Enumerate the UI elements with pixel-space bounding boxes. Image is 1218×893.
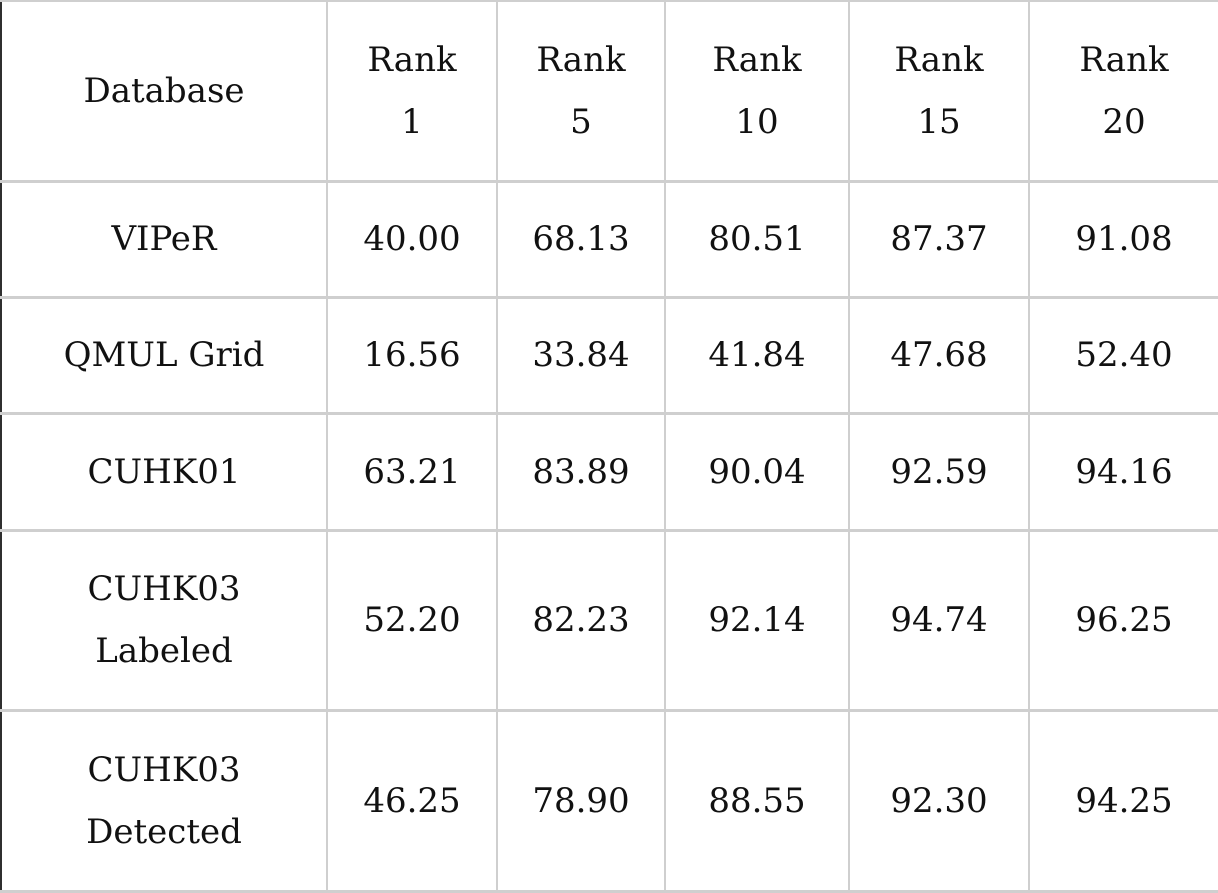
table-row-qmul-grid: QMUL Grid 16.56 33.84 41.84 47.68 52.40 — [0, 296, 1218, 415]
table-row-cuhk03-detected: CUHK03 Detected 46.25 78.90 88.55 92.30 9… — [0, 709, 1218, 893]
rank-20-value: 94.25 — [1028, 709, 1218, 893]
rank-20-value: 96.25 — [1028, 529, 1218, 712]
header-rank-word: Rank — [367, 39, 457, 80]
database-name-cell: VIPeR — [0, 180, 328, 299]
header-rank-15: Rank 15 — [848, 0, 1030, 183]
rank-10-value: 92.14 — [664, 529, 850, 712]
header-rank-number: 5 — [570, 101, 592, 142]
header-rank-word: Rank — [536, 39, 626, 80]
header-rank-number: 20 — [1102, 101, 1146, 142]
header-rank-number: 10 — [735, 101, 779, 142]
header-rank-10: Rank 10 — [664, 0, 850, 183]
database-name-cell: CUHK01 — [0, 412, 328, 532]
header-rank-number: 15 — [917, 101, 961, 142]
header-rank-number: 1 — [401, 101, 423, 142]
database-subname: Detected — [86, 811, 242, 852]
header-rank-5: Rank 5 — [496, 0, 666, 183]
rank-15-value: 92.59 — [848, 412, 1030, 532]
rank-1-value: 16.56 — [326, 296, 498, 415]
rank-5-value: 33.84 — [496, 296, 666, 415]
header-rank-1: Rank 1 — [326, 0, 498, 183]
header-database: Database — [0, 0, 328, 183]
rank-15-value: 92.30 — [848, 709, 1030, 893]
table-row-viper: VIPeR 40.00 68.13 80.51 87.37 91.08 — [0, 180, 1218, 299]
database-name: CUHK03 — [87, 569, 241, 609]
header-rank-word: Rank — [1079, 39, 1169, 80]
database-name: VIPeR — [111, 219, 217, 259]
rank-15-value: 87.37 — [848, 180, 1030, 299]
table-row-cuhk03-labeled: CUHK03 Labeled 52.20 82.23 92.14 94.74 96… — [0, 529, 1218, 712]
rank-5-value: 68.13 — [496, 180, 666, 299]
header-row: Database Rank 1 Rank 5 Rank 10 Rank 15 Rank 2… — [0, 0, 1218, 183]
header-rank-word: Rank — [894, 39, 984, 80]
rank-5-value: 83.89 — [496, 412, 666, 532]
rank-5-value: 82.23 — [496, 529, 666, 712]
rank-1-value: 52.20 — [326, 529, 498, 712]
rank-5-value: 78.90 — [496, 709, 666, 893]
database-name: QMUL Grid — [63, 335, 265, 375]
rank-10-value: 80.51 — [664, 180, 850, 299]
rank-20-value: 94.16 — [1028, 412, 1218, 532]
rank-10-value: 41.84 — [664, 296, 850, 415]
rank-20-value: 91.08 — [1028, 180, 1218, 299]
header-rank-20: Rank 20 — [1028, 0, 1218, 183]
database-name-cell: CUHK03 Detected — [0, 709, 328, 893]
rank-20-value: 52.40 — [1028, 296, 1218, 415]
rank-1-value: 63.21 — [326, 412, 498, 532]
database-name-cell: QMUL Grid — [0, 296, 328, 415]
rank-1-value: 46.25 — [326, 709, 498, 893]
rank-1-value: 40.00 — [326, 180, 498, 299]
rank-15-value: 94.74 — [848, 529, 1030, 712]
rank-10-value: 88.55 — [664, 709, 850, 893]
database-name: CUHK03 — [87, 749, 241, 790]
rank-15-value: 47.68 — [848, 296, 1030, 415]
database-name: CUHK01 — [87, 451, 241, 492]
rank-10-value: 90.04 — [664, 412, 850, 532]
table-row-cuhk01: CUHK01 63.21 83.89 90.04 92.59 94.16 — [0, 412, 1218, 532]
database-subname: Labeled — [95, 631, 233, 671]
database-name-cell: CUHK03 Labeled — [0, 529, 328, 712]
header-rank-word: Rank — [712, 39, 802, 80]
